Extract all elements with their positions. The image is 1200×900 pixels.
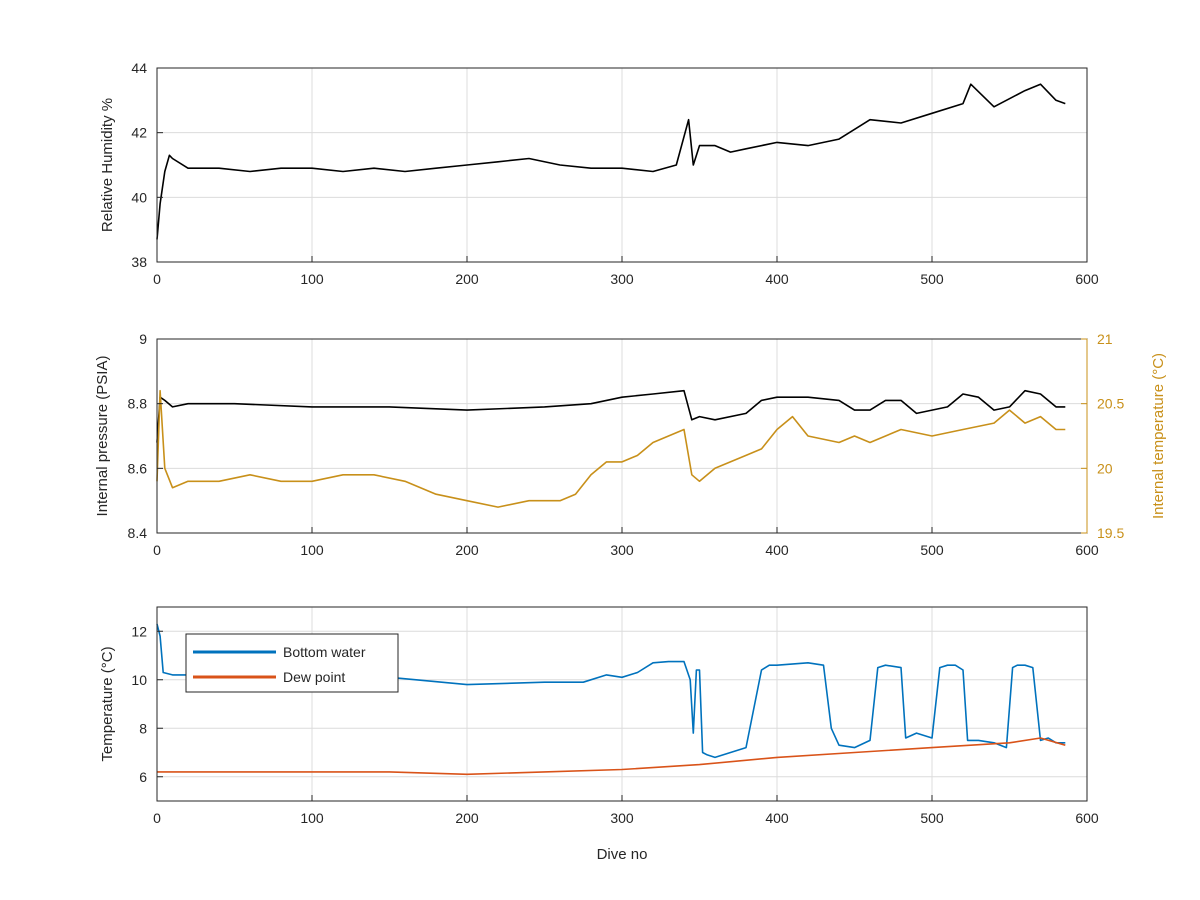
humidity-xtick-label: 500 xyxy=(920,271,944,287)
pressure-xtick-label: 200 xyxy=(455,542,479,558)
temperature-ytick-label: 8 xyxy=(139,720,147,736)
legend: Bottom water Dew point xyxy=(185,633,399,693)
humidity-ytick-label: 40 xyxy=(131,189,147,205)
pressure-xtick-label: 400 xyxy=(765,542,789,558)
humidity-ytick-label: 42 xyxy=(131,125,147,141)
temperature-xtick-label: 400 xyxy=(765,810,789,826)
humidity-xtick-label: 600 xyxy=(1075,271,1099,287)
humidity-xtick-label: 400 xyxy=(765,271,789,287)
temperature-xtick-label: 100 xyxy=(300,810,324,826)
pressure-ticks: 0 100 200 300 400 500 600 8.4 8.6 8.8 9 19.5 20 20.5 2… xyxy=(128,331,1125,558)
temperature-ytick-label: 10 xyxy=(131,672,147,688)
temperature-ytick-label: 12 xyxy=(131,623,147,639)
pressure-ylabel: Internal pressure (PSIA) xyxy=(94,356,111,517)
humidity-ytick-label: 44 xyxy=(131,60,147,76)
legend-box xyxy=(185,633,399,693)
right-ytick-label: 20 xyxy=(1097,460,1113,476)
pressure-ytick-label: 8.8 xyxy=(128,396,148,412)
temperature-ticks: 0 100 200 300 400 500 600 6 8 10 12 xyxy=(131,623,1098,826)
temperature-xtick-label: 0 xyxy=(153,810,161,826)
pressure-series-0-line xyxy=(156,389,1066,443)
humidity-ticks: 0 100 200 300 400 500 600 38 40 42 44 xyxy=(131,60,1098,287)
temperature-xtick-label: 300 xyxy=(610,810,634,826)
right-ytick-label: 19.5 xyxy=(1097,525,1124,541)
temperature-xtick-label: 600 xyxy=(1075,810,1099,826)
dive-no-xlabel: Dive no xyxy=(597,846,648,863)
humidity-xtick-label: 200 xyxy=(455,271,479,287)
temperature-xtick-label: 500 xyxy=(920,810,944,826)
bottom-water-line xyxy=(156,623,1066,759)
temperature-ylabel: Temperature (°C) xyxy=(99,646,116,761)
pressure-xtick-label: 500 xyxy=(920,542,944,558)
dew-point-line xyxy=(157,737,1066,776)
temperature-xtick-label: 200 xyxy=(455,810,479,826)
pressure-series-1-line xyxy=(156,389,1066,508)
humidity-grid xyxy=(157,68,1087,262)
pressure-xtick-label: 600 xyxy=(1075,542,1099,558)
temperature-ytick-label: 6 xyxy=(139,769,147,785)
humidity-xtick-label: 0 xyxy=(153,271,161,287)
humidity-panel: 0 100 200 300 400 500 600 38 40 42 44 Relative Hum… xyxy=(99,60,1099,287)
temperature-panel: 0 100 200 300 400 500 600 6 8 10 12 Temperature (°… xyxy=(99,606,1099,863)
humidity-series-0-line xyxy=(156,83,1066,240)
humidity-ylabel: Relative Humidity % xyxy=(99,98,116,232)
right-ytick-label: 21 xyxy=(1097,331,1113,347)
humidity-xtick-label: 300 xyxy=(610,271,634,287)
legend-label-bottom-water: Bottom water xyxy=(283,644,366,660)
pressure-temperature-panel: 0 100 200 300 400 500 600 8.4 8.6 8.8 9 19.5 20 20.5 2… xyxy=(94,331,1167,558)
pressure-ytick-label: 8.4 xyxy=(128,525,148,541)
pressure-xtick-label: 300 xyxy=(610,542,634,558)
humidity-ytick-label: 38 xyxy=(131,254,147,270)
legend-label-dew-point: Dew point xyxy=(283,669,345,685)
right-ytick-label: 20.5 xyxy=(1097,396,1124,412)
humidity-xtick-label: 100 xyxy=(300,271,324,287)
pressure-ytick-label: 9 xyxy=(139,331,147,347)
internal-temperature-ylabel: Internal temperature (°C) xyxy=(1150,353,1167,519)
pressure-xtick-label: 0 xyxy=(153,542,161,558)
pressure-series-group xyxy=(156,389,1066,508)
humidity-series-group xyxy=(156,83,1066,240)
pressure-ytick-label: 8.6 xyxy=(128,460,148,476)
temperature-series-group xyxy=(156,623,1066,776)
pressure-xtick-label: 100 xyxy=(300,542,324,558)
